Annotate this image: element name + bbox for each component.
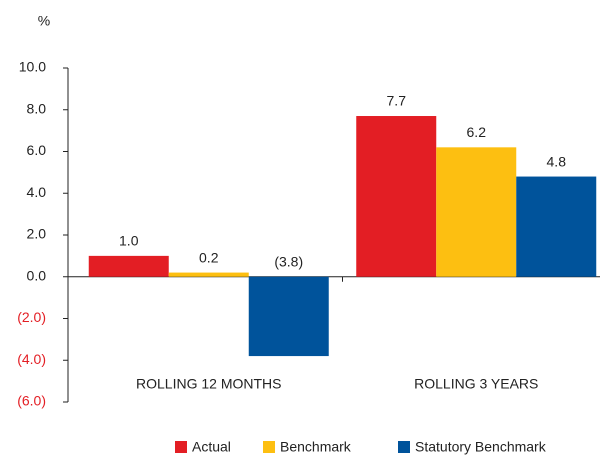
bar bbox=[356, 116, 437, 277]
legend-swatch bbox=[175, 441, 187, 453]
legend-swatch bbox=[263, 441, 275, 453]
y-axis-label: % bbox=[38, 13, 50, 29]
legend-swatch bbox=[398, 441, 410, 453]
bar bbox=[88, 255, 169, 277]
x-tick-label: ROLLING 3 YEARS bbox=[414, 376, 538, 392]
bar bbox=[516, 176, 597, 277]
value-label: 6.2 bbox=[467, 124, 487, 140]
legend-label: Actual bbox=[192, 439, 231, 455]
y-tick-label: (4.0) bbox=[17, 351, 46, 367]
bar bbox=[436, 147, 517, 277]
value-label: (3.8) bbox=[274, 253, 303, 269]
y-tick-label: 10.0 bbox=[19, 59, 46, 75]
y-tick-label: 4.0 bbox=[27, 184, 47, 200]
bar bbox=[248, 276, 329, 357]
value-label: 0.2 bbox=[199, 249, 219, 265]
y-tick-label: 2.0 bbox=[27, 226, 47, 242]
bar bbox=[168, 272, 249, 277]
legend-label: Statutory Benchmark bbox=[415, 439, 547, 455]
y-tick-label: 0.0 bbox=[27, 267, 47, 283]
y-tick-label: (2.0) bbox=[17, 309, 46, 325]
value-label: 1.0 bbox=[119, 233, 139, 249]
value-label: 7.7 bbox=[387, 93, 407, 109]
y-tick-label: 8.0 bbox=[27, 100, 47, 116]
y-tick-label: 6.0 bbox=[27, 142, 47, 158]
value-label: 4.8 bbox=[547, 153, 567, 169]
y-tick-label: (6.0) bbox=[17, 393, 46, 409]
legend-label: Benchmark bbox=[280, 439, 352, 455]
x-tick-label: ROLLING 12 MONTHS bbox=[136, 376, 281, 392]
